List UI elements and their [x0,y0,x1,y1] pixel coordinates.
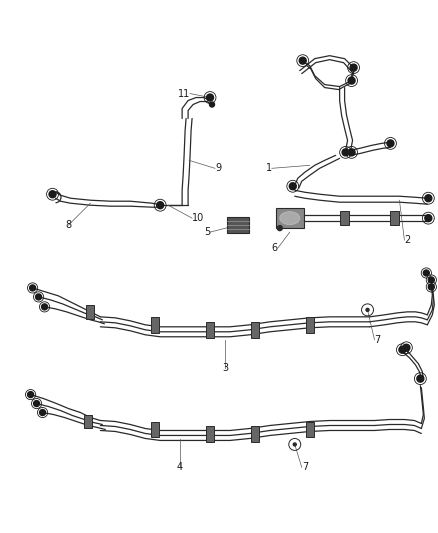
FancyBboxPatch shape [86,305,95,319]
Circle shape [342,149,349,156]
Text: 10: 10 [192,213,205,223]
Circle shape [209,102,215,107]
FancyBboxPatch shape [390,211,399,225]
Circle shape [42,304,48,310]
Circle shape [403,344,410,351]
FancyBboxPatch shape [151,422,159,438]
Text: 2: 2 [404,235,411,245]
Text: 7: 7 [302,462,308,472]
Text: 3: 3 [222,362,228,373]
FancyBboxPatch shape [151,317,159,333]
FancyBboxPatch shape [276,208,304,228]
Text: 11: 11 [178,88,190,99]
FancyBboxPatch shape [251,322,259,338]
Circle shape [425,195,432,201]
FancyBboxPatch shape [306,317,314,333]
Circle shape [399,346,406,353]
FancyBboxPatch shape [340,211,349,225]
Circle shape [417,375,424,382]
Text: 1: 1 [266,163,272,173]
Text: 4: 4 [177,462,183,472]
Text: 8: 8 [65,220,71,230]
Circle shape [387,140,394,147]
Circle shape [428,284,434,290]
Circle shape [348,149,355,156]
Circle shape [299,57,306,64]
FancyBboxPatch shape [206,426,214,442]
Text: 7: 7 [374,335,381,345]
Circle shape [30,285,35,291]
Ellipse shape [280,212,300,224]
Circle shape [49,191,56,198]
FancyBboxPatch shape [227,217,249,233]
Circle shape [35,294,42,300]
Circle shape [293,443,296,446]
Circle shape [425,215,432,222]
Circle shape [39,409,46,416]
Text: 9: 9 [215,163,221,173]
FancyBboxPatch shape [85,415,92,429]
Circle shape [277,225,283,231]
Circle shape [428,277,434,283]
Circle shape [350,64,357,71]
Text: 5: 5 [204,227,210,237]
Circle shape [366,309,369,311]
Circle shape [157,201,164,209]
FancyBboxPatch shape [206,322,214,338]
Circle shape [348,77,355,84]
Circle shape [424,270,429,276]
FancyBboxPatch shape [306,422,314,438]
Circle shape [28,392,34,398]
FancyBboxPatch shape [251,426,259,442]
Text: 6: 6 [272,243,278,253]
Circle shape [207,94,213,101]
Circle shape [289,183,296,190]
Circle shape [34,401,39,407]
